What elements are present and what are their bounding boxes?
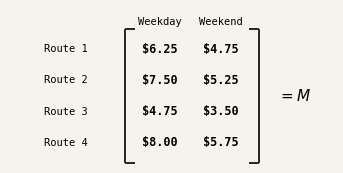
Text: Route 1: Route 1 <box>44 44 87 54</box>
Text: $= \mathit{M}$: $= \mathit{M}$ <box>278 88 311 104</box>
Text: $4.75: $4.75 <box>203 43 239 56</box>
Text: Weekend: Weekend <box>199 17 243 27</box>
Text: Route 2: Route 2 <box>44 75 87 85</box>
Text: $5.75: $5.75 <box>203 136 239 149</box>
Text: $5.25: $5.25 <box>203 74 239 87</box>
Text: $4.75: $4.75 <box>142 105 177 118</box>
Text: Route 4: Route 4 <box>44 138 87 148</box>
Text: $6.25: $6.25 <box>142 43 177 56</box>
Text: $8.00: $8.00 <box>142 136 177 149</box>
Text: $3.50: $3.50 <box>203 105 239 118</box>
Text: Route 3: Route 3 <box>44 107 87 117</box>
Text: Weekday: Weekday <box>138 17 181 27</box>
Text: $7.50: $7.50 <box>142 74 177 87</box>
